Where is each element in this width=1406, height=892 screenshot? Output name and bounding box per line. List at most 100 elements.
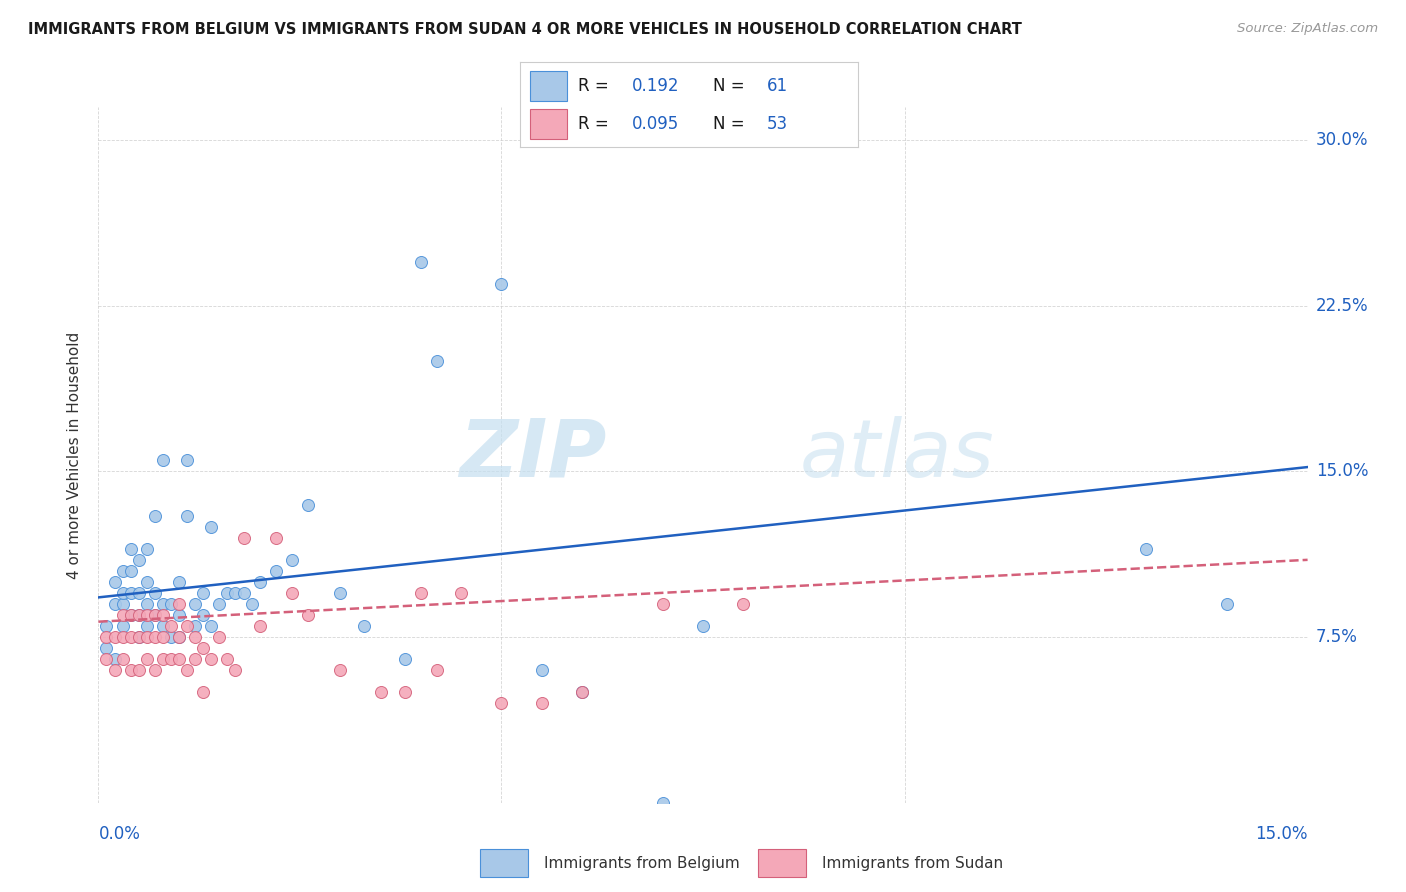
Point bbox=[128, 630, 150, 644]
Point bbox=[249, 619, 271, 633]
Point bbox=[491, 697, 513, 711]
Point bbox=[120, 663, 142, 677]
Point bbox=[135, 597, 157, 611]
Point bbox=[111, 564, 134, 578]
Point bbox=[96, 630, 118, 644]
Point bbox=[409, 586, 432, 600]
Point bbox=[103, 630, 125, 644]
Point bbox=[176, 663, 198, 677]
Point bbox=[491, 277, 513, 291]
Point bbox=[232, 586, 254, 600]
Point bbox=[143, 608, 166, 623]
Point bbox=[217, 586, 239, 600]
Point bbox=[297, 498, 319, 512]
Point bbox=[120, 564, 142, 578]
Text: IMMIGRANTS FROM BELGIUM VS IMMIGRANTS FROM SUDAN 4 OR MORE VEHICLES IN HOUSEHOLD: IMMIGRANTS FROM BELGIUM VS IMMIGRANTS FR… bbox=[28, 22, 1022, 37]
Point bbox=[111, 619, 134, 633]
Point bbox=[135, 541, 157, 556]
Point bbox=[264, 564, 287, 578]
Text: N =: N = bbox=[713, 77, 749, 95]
Point bbox=[571, 685, 593, 699]
Point bbox=[152, 652, 174, 666]
Point bbox=[193, 608, 215, 623]
Point bbox=[208, 630, 231, 644]
Point bbox=[426, 663, 449, 677]
Point bbox=[281, 586, 304, 600]
Text: Source: ZipAtlas.com: Source: ZipAtlas.com bbox=[1237, 22, 1378, 36]
Point bbox=[96, 641, 118, 656]
Point bbox=[193, 685, 215, 699]
Point bbox=[152, 597, 174, 611]
Point bbox=[120, 586, 142, 600]
Text: 15.0%: 15.0% bbox=[1316, 462, 1368, 481]
Point bbox=[651, 796, 673, 810]
Text: 7.5%: 7.5% bbox=[1316, 628, 1358, 646]
Text: N =: N = bbox=[713, 115, 749, 133]
Point bbox=[200, 652, 222, 666]
Point bbox=[1216, 597, 1239, 611]
Point bbox=[184, 652, 207, 666]
Point bbox=[111, 597, 134, 611]
Point bbox=[571, 685, 593, 699]
Point bbox=[208, 597, 231, 611]
Point bbox=[152, 630, 174, 644]
Point bbox=[96, 652, 118, 666]
Point bbox=[193, 586, 215, 600]
Point bbox=[184, 630, 207, 644]
Point bbox=[135, 619, 157, 633]
Point bbox=[128, 608, 150, 623]
Point bbox=[297, 608, 319, 623]
Text: Immigrants from Belgium: Immigrants from Belgium bbox=[544, 855, 740, 871]
Point bbox=[184, 619, 207, 633]
Point bbox=[103, 574, 125, 589]
Point bbox=[152, 619, 174, 633]
Point bbox=[111, 630, 134, 644]
Point bbox=[167, 630, 190, 644]
Point bbox=[120, 630, 142, 644]
Point bbox=[394, 685, 416, 699]
Point bbox=[128, 553, 150, 567]
Point bbox=[143, 630, 166, 644]
Text: 30.0%: 30.0% bbox=[1316, 131, 1368, 149]
Point bbox=[329, 663, 352, 677]
Point bbox=[394, 652, 416, 666]
Point bbox=[167, 608, 190, 623]
Point bbox=[249, 574, 271, 589]
Point bbox=[135, 574, 157, 589]
Point bbox=[143, 663, 166, 677]
Point bbox=[152, 608, 174, 623]
Point bbox=[128, 608, 150, 623]
Point bbox=[281, 553, 304, 567]
Point bbox=[128, 586, 150, 600]
Point bbox=[135, 608, 157, 623]
Bar bbox=[758, 849, 806, 877]
Point bbox=[111, 586, 134, 600]
Point bbox=[176, 508, 198, 523]
Point bbox=[176, 453, 198, 467]
Point bbox=[103, 597, 125, 611]
Point bbox=[224, 586, 246, 600]
Point bbox=[200, 519, 222, 533]
Point bbox=[103, 652, 125, 666]
Point bbox=[152, 453, 174, 467]
Point bbox=[651, 597, 673, 611]
Point bbox=[217, 652, 239, 666]
Text: 0.095: 0.095 bbox=[631, 115, 679, 133]
Text: R =: R = bbox=[578, 77, 613, 95]
Point bbox=[264, 531, 287, 545]
Point bbox=[409, 254, 432, 268]
Point bbox=[176, 619, 198, 633]
Bar bbox=[479, 849, 529, 877]
Text: 0.0%: 0.0% bbox=[98, 825, 141, 843]
Point bbox=[329, 586, 352, 600]
Point bbox=[96, 619, 118, 633]
Point bbox=[692, 619, 714, 633]
Bar bbox=[530, 71, 568, 101]
Point bbox=[426, 354, 449, 368]
Point bbox=[167, 652, 190, 666]
Point bbox=[224, 663, 246, 677]
Text: Immigrants from Sudan: Immigrants from Sudan bbox=[823, 855, 1002, 871]
Text: 0.192: 0.192 bbox=[631, 77, 679, 95]
Point bbox=[370, 685, 392, 699]
Point bbox=[103, 663, 125, 677]
